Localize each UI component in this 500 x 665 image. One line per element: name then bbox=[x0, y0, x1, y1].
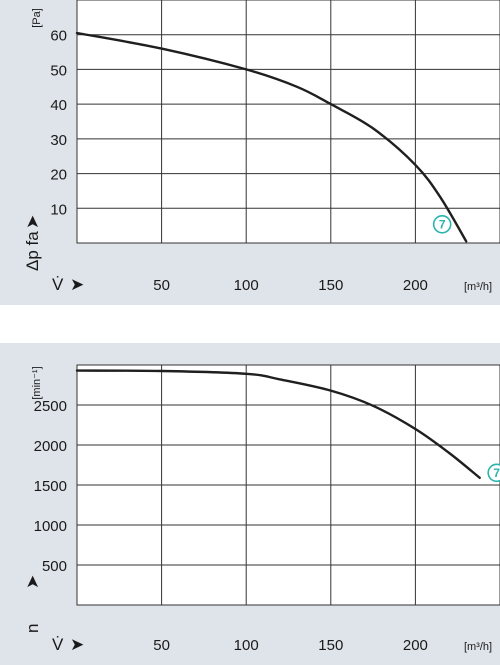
grid bbox=[77, 0, 500, 243]
y-axis-arrow: ➤ bbox=[23, 215, 42, 229]
series-badge bbox=[432, 214, 452, 234]
y-tick-label: 1500 bbox=[34, 478, 67, 495]
x-axis-unit: [m³/h] bbox=[464, 281, 492, 293]
x-axis-arrow: ➤ bbox=[70, 275, 84, 294]
series-line bbox=[75, 31, 468, 243]
series-badge-label: 7 bbox=[493, 466, 500, 480]
y-tick-label: 10 bbox=[50, 201, 67, 218]
y-tick-label: 50 bbox=[50, 62, 67, 79]
plot-area bbox=[76, 0, 500, 244]
series-line bbox=[75, 369, 481, 479]
x-axis-label: V̇ bbox=[52, 635, 64, 654]
x-tick-label: 50 bbox=[153, 277, 170, 294]
x-tick-label: 50 bbox=[153, 637, 170, 654]
y-tick-label: 2500 bbox=[34, 398, 67, 415]
y-axis-unit: [min⁻¹] bbox=[31, 366, 43, 399]
y-axis-arrow: ➤ bbox=[23, 575, 42, 589]
y-tick-label: 1000 bbox=[34, 518, 67, 535]
series-badge-label: 7 bbox=[439, 218, 446, 232]
x-tick-label: 200 bbox=[403, 637, 428, 654]
grid bbox=[77, 364, 500, 605]
y-tick-label: 40 bbox=[50, 97, 67, 114]
x-tick-label: 150 bbox=[318, 277, 343, 294]
x-tick-label: 150 bbox=[318, 637, 343, 654]
x-tick-label: 200 bbox=[403, 277, 428, 294]
x-tick-label: 100 bbox=[234, 637, 259, 654]
y-tick-label: 30 bbox=[50, 132, 67, 149]
y-axis-label: Δp fa bbox=[23, 231, 42, 271]
y-tick-label: 500 bbox=[42, 558, 67, 575]
chart-2: 500 1000 1500 2000 2500 50 100 150 200 V̇ ➤ [m³/h] [… bbox=[0, 343, 500, 665]
chart-1: 10 20 30 40 50 60 50 100 150 200 V̇ ➤ [m³/h] [Pa] Δp f… bbox=[0, 0, 500, 305]
y-axis-label: n bbox=[23, 624, 42, 633]
x-axis-arrow: ➤ bbox=[70, 635, 84, 654]
y-axis-unit: [Pa] bbox=[31, 8, 43, 28]
y-tick-label: 20 bbox=[50, 167, 67, 184]
x-axis-unit: [m³/h] bbox=[464, 641, 492, 653]
series-badge bbox=[487, 463, 500, 483]
x-axis-label: V̇ bbox=[52, 275, 64, 294]
y-tick-label: 2000 bbox=[34, 438, 67, 455]
x-tick-label: 100 bbox=[234, 277, 259, 294]
y-tick-label: 60 bbox=[50, 28, 67, 45]
